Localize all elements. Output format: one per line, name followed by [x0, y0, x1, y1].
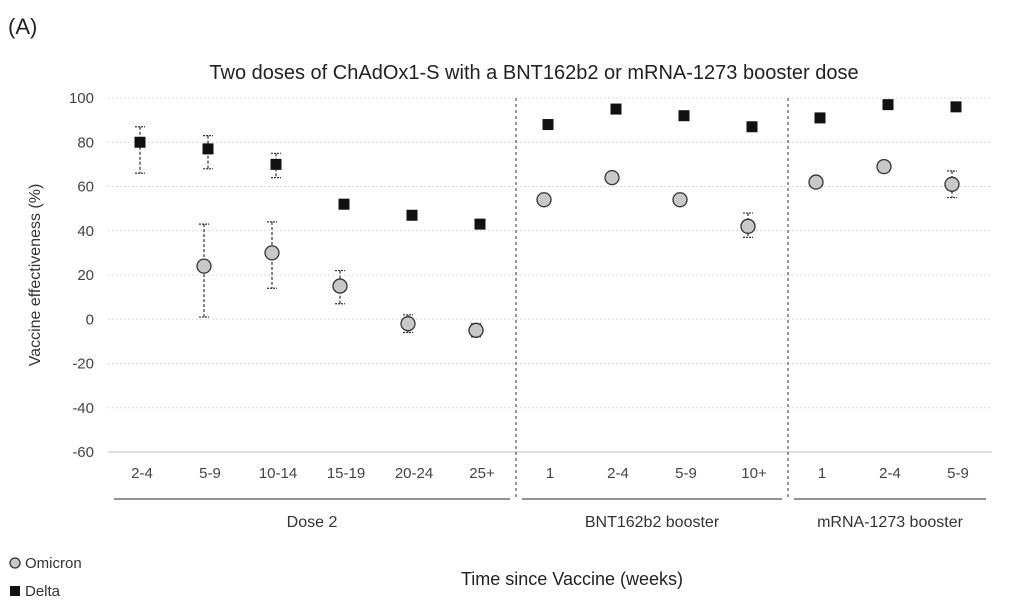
panel-label: (A)	[8, 14, 37, 39]
y-axis-ticks: 100 80 60 40 20 0 -20 -40 -60	[69, 90, 94, 461]
y-tick-label: -60	[72, 444, 94, 461]
point-omicron	[944, 176, 960, 192]
point-delta	[406, 209, 418, 221]
gridlines	[108, 97, 992, 453]
point-delta	[542, 119, 554, 131]
point-omicron	[536, 192, 552, 208]
x-axis-ticks: 2-4 5-9 10-14 15-19 20-24 25+ 1 2-4 5-9 10+ 1 2-4 5-…	[131, 465, 969, 482]
y-axis-label: Vaccine effectiveness (%)	[27, 184, 44, 367]
legend: Omicron Delta	[9, 555, 82, 600]
y-tick-label: 60	[77, 179, 94, 196]
point-delta	[678, 110, 690, 122]
y-tick-label: 80	[77, 134, 94, 151]
x-tick-label: 1	[818, 465, 826, 482]
y-tick-label: -20	[72, 356, 94, 373]
point-delta	[202, 143, 214, 155]
y-tick-label: 20	[77, 267, 94, 284]
x-tick-label: 15-19	[327, 465, 365, 482]
x-tick-label: 25+	[469, 465, 495, 482]
y-tick-label: -40	[72, 400, 94, 417]
point-delta	[610, 103, 622, 115]
point-delta	[950, 101, 962, 113]
point-omicron	[400, 316, 416, 332]
point-omicron	[672, 192, 688, 208]
x-axis-groups: Dose 2 BNT162b2 booster mRNA-1273 booster	[114, 498, 986, 531]
x-tick-label: 5-9	[947, 465, 969, 482]
group-separators	[515, 98, 789, 500]
point-omicron	[740, 218, 756, 234]
x-tick-label: 5-9	[199, 465, 221, 482]
point-delta	[814, 112, 826, 124]
point-delta	[746, 121, 758, 133]
x-tick-label: 5-9	[675, 465, 697, 482]
y-tick-label: 40	[77, 223, 94, 240]
error-bars	[135, 126, 957, 338]
point-omicron	[876, 158, 892, 175]
point-delta	[882, 99, 894, 111]
point-omicron	[604, 169, 620, 186]
point-omicron	[332, 278, 348, 294]
x-tick-label: 20-24	[395, 465, 433, 482]
point-delta	[270, 158, 282, 170]
point-omicron	[196, 258, 212, 274]
point-delta	[474, 218, 486, 230]
chart-title: Two doses of ChAdOx1-S with a BNT162b2 o…	[209, 62, 858, 84]
group-label: mRNA-1273 booster	[817, 514, 964, 531]
x-tick-label: 2-4	[131, 465, 153, 482]
point-omicron	[808, 174, 824, 190]
x-axis-label: Time since Vaccine (weeks)	[461, 569, 683, 589]
point-omicron	[264, 245, 280, 261]
legend-delta-marker	[10, 586, 20, 596]
legend-omicron-label: Omicron	[25, 555, 82, 572]
point-delta	[134, 136, 146, 148]
legend-omicron-marker	[9, 557, 21, 569]
x-tick-label: 10+	[741, 465, 767, 482]
group-label: Dose 2	[287, 514, 338, 531]
point-delta	[338, 198, 350, 210]
x-tick-label: 2-4	[879, 465, 901, 482]
y-tick-label: 0	[86, 311, 94, 328]
x-tick-label: 2-4	[607, 465, 629, 482]
group-label: BNT162b2 booster	[585, 514, 720, 531]
x-tick-label: 10-14	[259, 465, 297, 482]
legend-delta-label: Delta	[25, 583, 61, 600]
data-points	[134, 99, 962, 338]
point-omicron	[468, 322, 484, 338]
x-tick-label: 1	[546, 465, 554, 482]
y-tick-label: 100	[69, 90, 94, 107]
